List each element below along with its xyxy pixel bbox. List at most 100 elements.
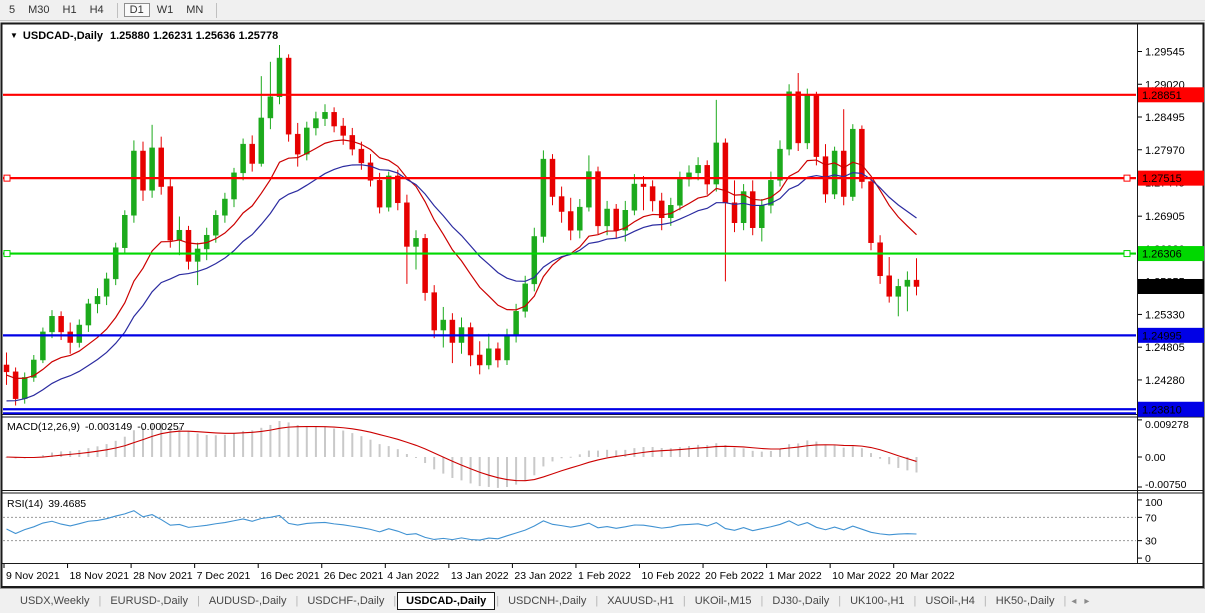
ma-slow-line <box>6 164 917 402</box>
tab-separator: | <box>682 595 686 607</box>
rsi-axis: 100 70 30 0 <box>1138 497 1163 565</box>
svg-text:1.25330: 1.25330 <box>1145 309 1185 321</box>
svg-text:1.27515: 1.27515 <box>1142 173 1182 185</box>
tab-eurusd-daily[interactable]: EURUSD-,Daily <box>110 595 188 607</box>
svg-text:13 Jan 2022: 13 Jan 2022 <box>451 570 509 582</box>
tab-scroll-back-icon[interactable]: ◂ <box>1071 595 1077 607</box>
rsi-line <box>6 510 917 541</box>
tab-separator: | <box>196 595 200 607</box>
tab-usdcnh-daily[interactable]: USDCNH-,Daily <box>508 595 587 607</box>
tab-separator: | <box>393 595 397 607</box>
timeframe-button-5[interactable]: 5 <box>9 4 16 16</box>
svg-text:7 Dec 2021: 7 Dec 2021 <box>197 570 251 582</box>
toolbar-separator <box>116 2 118 18</box>
chart-window-bg <box>2 23 1203 587</box>
svg-text:9 Nov 2021: 9 Nov 2021 <box>6 570 60 582</box>
svg-text:1 Feb 2022: 1 Feb 2022 <box>578 570 631 582</box>
tab-scroll-forward-icon[interactable]: ▸ <box>1084 595 1090 607</box>
timeframe-button-d1[interactable]: D1 <box>123 3 150 17</box>
hline-handle <box>1123 174 1131 182</box>
hline-handle <box>3 174 11 182</box>
svg-text:1.26905: 1.26905 <box>1145 211 1185 223</box>
svg-text:1.23810: 1.23810 <box>1142 404 1182 416</box>
timeframe-button-w1[interactable]: W1 <box>156 4 174 16</box>
price-badge-1.23810: 1.23810 <box>1138 401 1204 417</box>
svg-text:1.25778: 1.25778 <box>1142 281 1182 293</box>
svg-text:0.009278: 0.009278 <box>1145 419 1189 431</box>
tab-separator: | <box>496 595 500 607</box>
price-badge-1.28851: 1.28851 <box>1138 87 1204 103</box>
svg-text:1.24805: 1.24805 <box>1145 342 1185 354</box>
tab-usdx-weekly[interactable]: USDX,Weekly <box>20 595 90 607</box>
rsi-levels <box>3 516 1136 542</box>
macd-axis: 0.009278 0.00 -0.00750 <box>1138 419 1189 491</box>
svg-text:1.24280: 1.24280 <box>1145 375 1185 387</box>
timeframe-toolbar: 5 M30 H1 H4 D1 W1 MN <box>0 0 1205 21</box>
timeframe-button-m30[interactable]: M30 <box>28 4 50 16</box>
tab-hk50-daily[interactable]: HK50-,Daily <box>995 595 1055 607</box>
date-axis[interactable]: 9 Nov 2021 18 Nov 2021 28 Nov 2021 7 Dec 20… <box>3 564 955 582</box>
svg-text:1.24995: 1.24995 <box>1142 330 1182 342</box>
symbol-tab-bar: USDX,Weekly | EURUSD-,Daily | AUDUSD-,Daily |… <box>0 588 1205 613</box>
svg-text:28 Nov 2021: 28 Nov 2021 <box>133 570 193 582</box>
hline-handle <box>1123 250 1131 258</box>
tab-xauusd-h1[interactable]: XAUUSD-,H1 <box>607 595 674 607</box>
svg-text:23 Jan 2022: 23 Jan 2022 <box>514 570 572 582</box>
svg-text:-0.00750: -0.00750 <box>1145 479 1187 491</box>
hline-1.27515[interactable] <box>3 174 1136 182</box>
tab-separator: | <box>595 595 599 607</box>
tab-usoil-h4[interactable]: USOil-,H4 <box>925 595 975 607</box>
price-badge-1.26306: 1.26306 <box>1138 246 1204 262</box>
hline-1.23810[interactable] <box>3 408 1136 415</box>
tab-audusd-daily[interactable]: AUDUSD-,Daily <box>208 595 287 607</box>
rsi-indicator-label: RSI(14) 39.4685 <box>7 498 91 510</box>
macd-signal-line <box>6 426 917 482</box>
macd-signal-value: -0.000257 <box>137 421 185 433</box>
macd-indicator-label: MACD(12,26,9) -0.003149 -0.000257 <box>7 421 190 433</box>
svg-text:1.28495: 1.28495 <box>1145 112 1185 124</box>
toolbar-separator <box>216 2 218 18</box>
svg-text:70: 70 <box>1145 512 1157 524</box>
svg-text:10 Feb 2022: 10 Feb 2022 <box>642 570 701 582</box>
tab-separator: | <box>295 595 299 607</box>
current-price-badge: 1.25778 <box>1138 278 1204 294</box>
svg-text:0.00: 0.00 <box>1145 452 1166 464</box>
svg-text:20 Mar 2022: 20 Mar 2022 <box>896 570 955 582</box>
tab-usdcad-daily[interactable]: USDCAD-,Daily <box>397 592 496 610</box>
pane-borders <box>0 22 1205 588</box>
svg-text:4 Jan 2022: 4 Jan 2022 <box>387 570 439 582</box>
timeframe-button-h4[interactable]: H4 <box>89 4 104 16</box>
svg-text:20 Feb 2022: 20 Feb 2022 <box>705 570 764 582</box>
tab-separator: | <box>760 595 764 607</box>
svg-text:16 Dec 2021: 16 Dec 2021 <box>260 570 320 582</box>
hline-1.26306[interactable] <box>3 250 1136 258</box>
svg-text:1.26306: 1.26306 <box>1142 249 1182 261</box>
macd-value: -0.003149 <box>84 421 133 433</box>
svg-text:1.29545: 1.29545 <box>1145 47 1185 59</box>
tab-uk100-h1[interactable]: UK100-,H1 <box>850 595 905 607</box>
tab-separator: | <box>913 595 917 607</box>
tab-ukoil-m15[interactable]: UKOil-,M15 <box>694 595 752 607</box>
timeframe-button-mn[interactable]: MN <box>186 4 204 16</box>
symbol-dropdown-marker-icon[interactable]: ▼ <box>10 31 18 40</box>
svg-text:18 Nov 2021: 18 Nov 2021 <box>70 570 130 582</box>
hline-handle <box>3 250 11 258</box>
price-badge-1.27515: 1.27515 <box>1138 170 1204 186</box>
candles-layer[interactable] <box>3 44 920 406</box>
rsi-name: RSI(14) <box>7 498 44 510</box>
timeframe-button-h1[interactable]: H1 <box>62 4 77 16</box>
tab-usdchf-daily[interactable]: USDCHF-,Daily <box>307 595 385 607</box>
tab-dj30-daily[interactable]: DJ30-,Daily <box>772 595 830 607</box>
tab-separator: | <box>983 595 987 607</box>
chart-ohlc-values: 1.25880 1.26231 1.25636 1.25778 <box>110 30 279 42</box>
svg-text:1 Mar 2022: 1 Mar 2022 <box>769 570 822 582</box>
chart-title: ▼ USDCAD-,Daily 1.25880 1.26231 1.25636 1.… <box>10 30 278 42</box>
svg-text:1.27970: 1.27970 <box>1145 145 1185 157</box>
macd-histogram <box>5 421 918 488</box>
price-badge-1.24995: 1.24995 <box>1138 327 1204 343</box>
svg-text:100: 100 <box>1145 497 1163 509</box>
tab-separator: | <box>98 595 102 607</box>
svg-text:30: 30 <box>1145 536 1157 548</box>
